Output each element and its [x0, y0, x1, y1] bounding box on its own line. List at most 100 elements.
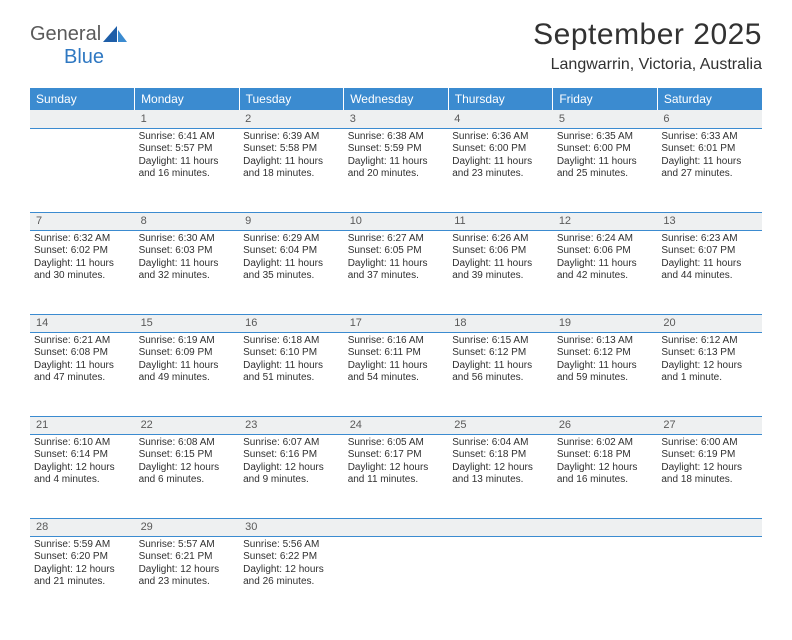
sail-icon [103, 26, 127, 49]
daylight-text: Daylight: 11 hours and 39 minutes. [452, 258, 549, 283]
day-number: 3 [344, 110, 449, 128]
page-header: General Blue September 2025 Langwarrin, … [30, 18, 762, 74]
day-number: 9 [239, 212, 344, 230]
day-number: 28 [30, 518, 135, 536]
day-cell [553, 536, 658, 620]
sunrise-text: Sunrise: 6:23 AM [661, 233, 758, 246]
weekday-header: Friday [553, 88, 658, 110]
daylight-text: Daylight: 11 hours and 30 minutes. [34, 258, 131, 283]
day-number: 17 [344, 314, 449, 332]
day-number: 29 [135, 518, 240, 536]
day-number-row: 123456 [30, 110, 762, 128]
sunrise-text: Sunrise: 6:04 AM [452, 437, 549, 450]
daylight-text: Daylight: 12 hours and 11 minutes. [348, 462, 445, 487]
day-cell: Sunrise: 6:30 AMSunset: 6:03 PMDaylight:… [135, 230, 240, 314]
sunrise-text: Sunrise: 6:07 AM [243, 437, 340, 450]
daylight-text: Daylight: 11 hours and 25 minutes. [557, 156, 654, 181]
week-row: Sunrise: 6:32 AMSunset: 6:02 PMDaylight:… [30, 230, 762, 314]
calendar-table: Sunday Monday Tuesday Wednesday Thursday… [30, 88, 762, 620]
day-cell: Sunrise: 6:18 AMSunset: 6:10 PMDaylight:… [239, 332, 344, 416]
day-cell: Sunrise: 6:16 AMSunset: 6:11 PMDaylight:… [344, 332, 449, 416]
day-cell: Sunrise: 6:05 AMSunset: 6:17 PMDaylight:… [344, 434, 449, 518]
day-cell: Sunrise: 6:21 AMSunset: 6:08 PMDaylight:… [30, 332, 135, 416]
day-cell: Sunrise: 6:33 AMSunset: 6:01 PMDaylight:… [657, 128, 762, 212]
sunset-text: Sunset: 6:17 PM [348, 449, 445, 462]
daylight-text: Daylight: 12 hours and 9 minutes. [243, 462, 340, 487]
location-label: Langwarrin, Victoria, Australia [533, 56, 762, 74]
sunrise-text: Sunrise: 6:33 AM [661, 131, 758, 144]
daylight-text: Daylight: 11 hours and 27 minutes. [661, 156, 758, 181]
week-row: Sunrise: 6:21 AMSunset: 6:08 PMDaylight:… [30, 332, 762, 416]
weekday-header: Thursday [448, 88, 553, 110]
day-number: 8 [135, 212, 240, 230]
sunset-text: Sunset: 6:13 PM [661, 347, 758, 360]
day-number: 12 [553, 212, 658, 230]
day-number [553, 518, 658, 536]
day-number: 6 [657, 110, 762, 128]
sunrise-text: Sunrise: 6:24 AM [557, 233, 654, 246]
day-cell: Sunrise: 5:59 AMSunset: 6:20 PMDaylight:… [30, 536, 135, 620]
daylight-text: Daylight: 11 hours and 35 minutes. [243, 258, 340, 283]
day-number: 5 [553, 110, 658, 128]
sunset-text: Sunset: 6:02 PM [34, 245, 131, 258]
sunset-text: Sunset: 6:08 PM [34, 347, 131, 360]
daylight-text: Daylight: 11 hours and 51 minutes. [243, 360, 340, 385]
day-cell: Sunrise: 6:04 AMSunset: 6:18 PMDaylight:… [448, 434, 553, 518]
day-cell [657, 536, 762, 620]
month-title: September 2025 [533, 18, 762, 52]
sunrise-text: Sunrise: 6:30 AM [139, 233, 236, 246]
sunset-text: Sunset: 6:04 PM [243, 245, 340, 258]
day-cell: Sunrise: 6:26 AMSunset: 6:06 PMDaylight:… [448, 230, 553, 314]
title-block: September 2025 Langwarrin, Victoria, Aus… [533, 18, 762, 74]
daylight-text: Daylight: 12 hours and 6 minutes. [139, 462, 236, 487]
day-cell: Sunrise: 6:15 AMSunset: 6:12 PMDaylight:… [448, 332, 553, 416]
sunset-text: Sunset: 6:15 PM [139, 449, 236, 462]
daylight-text: Daylight: 12 hours and 4 minutes. [34, 462, 131, 487]
sunset-text: Sunset: 6:07 PM [661, 245, 758, 258]
sunrise-text: Sunrise: 6:12 AM [661, 335, 758, 348]
day-number: 30 [239, 518, 344, 536]
logo-word-general: General [30, 23, 101, 45]
day-number: 23 [239, 416, 344, 434]
sunset-text: Sunset: 6:10 PM [243, 347, 340, 360]
sunset-text: Sunset: 6:01 PM [661, 143, 758, 156]
sunrise-text: Sunrise: 6:05 AM [348, 437, 445, 450]
daylight-text: Daylight: 11 hours and 56 minutes. [452, 360, 549, 385]
day-cell [30, 128, 135, 212]
weekday-header: Saturday [657, 88, 762, 110]
sunrise-text: Sunrise: 6:36 AM [452, 131, 549, 144]
day-cell: Sunrise: 6:38 AMSunset: 5:59 PMDaylight:… [344, 128, 449, 212]
sunset-text: Sunset: 6:05 PM [348, 245, 445, 258]
day-number: 10 [344, 212, 449, 230]
day-number-row: 14151617181920 [30, 314, 762, 332]
sunrise-text: Sunrise: 6:32 AM [34, 233, 131, 246]
daylight-text: Daylight: 11 hours and 20 minutes. [348, 156, 445, 181]
daylight-text: Daylight: 12 hours and 18 minutes. [661, 462, 758, 487]
day-cell: Sunrise: 6:10 AMSunset: 6:14 PMDaylight:… [30, 434, 135, 518]
weekday-header: Sunday [30, 88, 135, 110]
daylight-text: Daylight: 12 hours and 23 minutes. [139, 564, 236, 589]
daylight-text: Daylight: 11 hours and 32 minutes. [139, 258, 236, 283]
sunset-text: Sunset: 6:18 PM [557, 449, 654, 462]
weekday-header-row: Sunday Monday Tuesday Wednesday Thursday… [30, 88, 762, 110]
day-cell: Sunrise: 6:19 AMSunset: 6:09 PMDaylight:… [135, 332, 240, 416]
sunset-text: Sunset: 6:00 PM [452, 143, 549, 156]
day-number: 4 [448, 110, 553, 128]
week-row: Sunrise: 6:10 AMSunset: 6:14 PMDaylight:… [30, 434, 762, 518]
day-number [657, 518, 762, 536]
day-number [30, 110, 135, 128]
daylight-text: Daylight: 11 hours and 42 minutes. [557, 258, 654, 283]
day-cell: Sunrise: 6:29 AMSunset: 6:04 PMDaylight:… [239, 230, 344, 314]
day-number: 27 [657, 416, 762, 434]
day-number: 14 [30, 314, 135, 332]
sunrise-text: Sunrise: 6:10 AM [34, 437, 131, 450]
sunrise-text: Sunrise: 5:56 AM [243, 539, 340, 552]
day-number: 11 [448, 212, 553, 230]
daylight-text: Daylight: 12 hours and 21 minutes. [34, 564, 131, 589]
day-number-row: 78910111213 [30, 212, 762, 230]
sunrise-text: Sunrise: 6:15 AM [452, 335, 549, 348]
day-cell: Sunrise: 5:57 AMSunset: 6:21 PMDaylight:… [135, 536, 240, 620]
sunset-text: Sunset: 5:58 PM [243, 143, 340, 156]
day-number: 25 [448, 416, 553, 434]
sunrise-text: Sunrise: 6:16 AM [348, 335, 445, 348]
